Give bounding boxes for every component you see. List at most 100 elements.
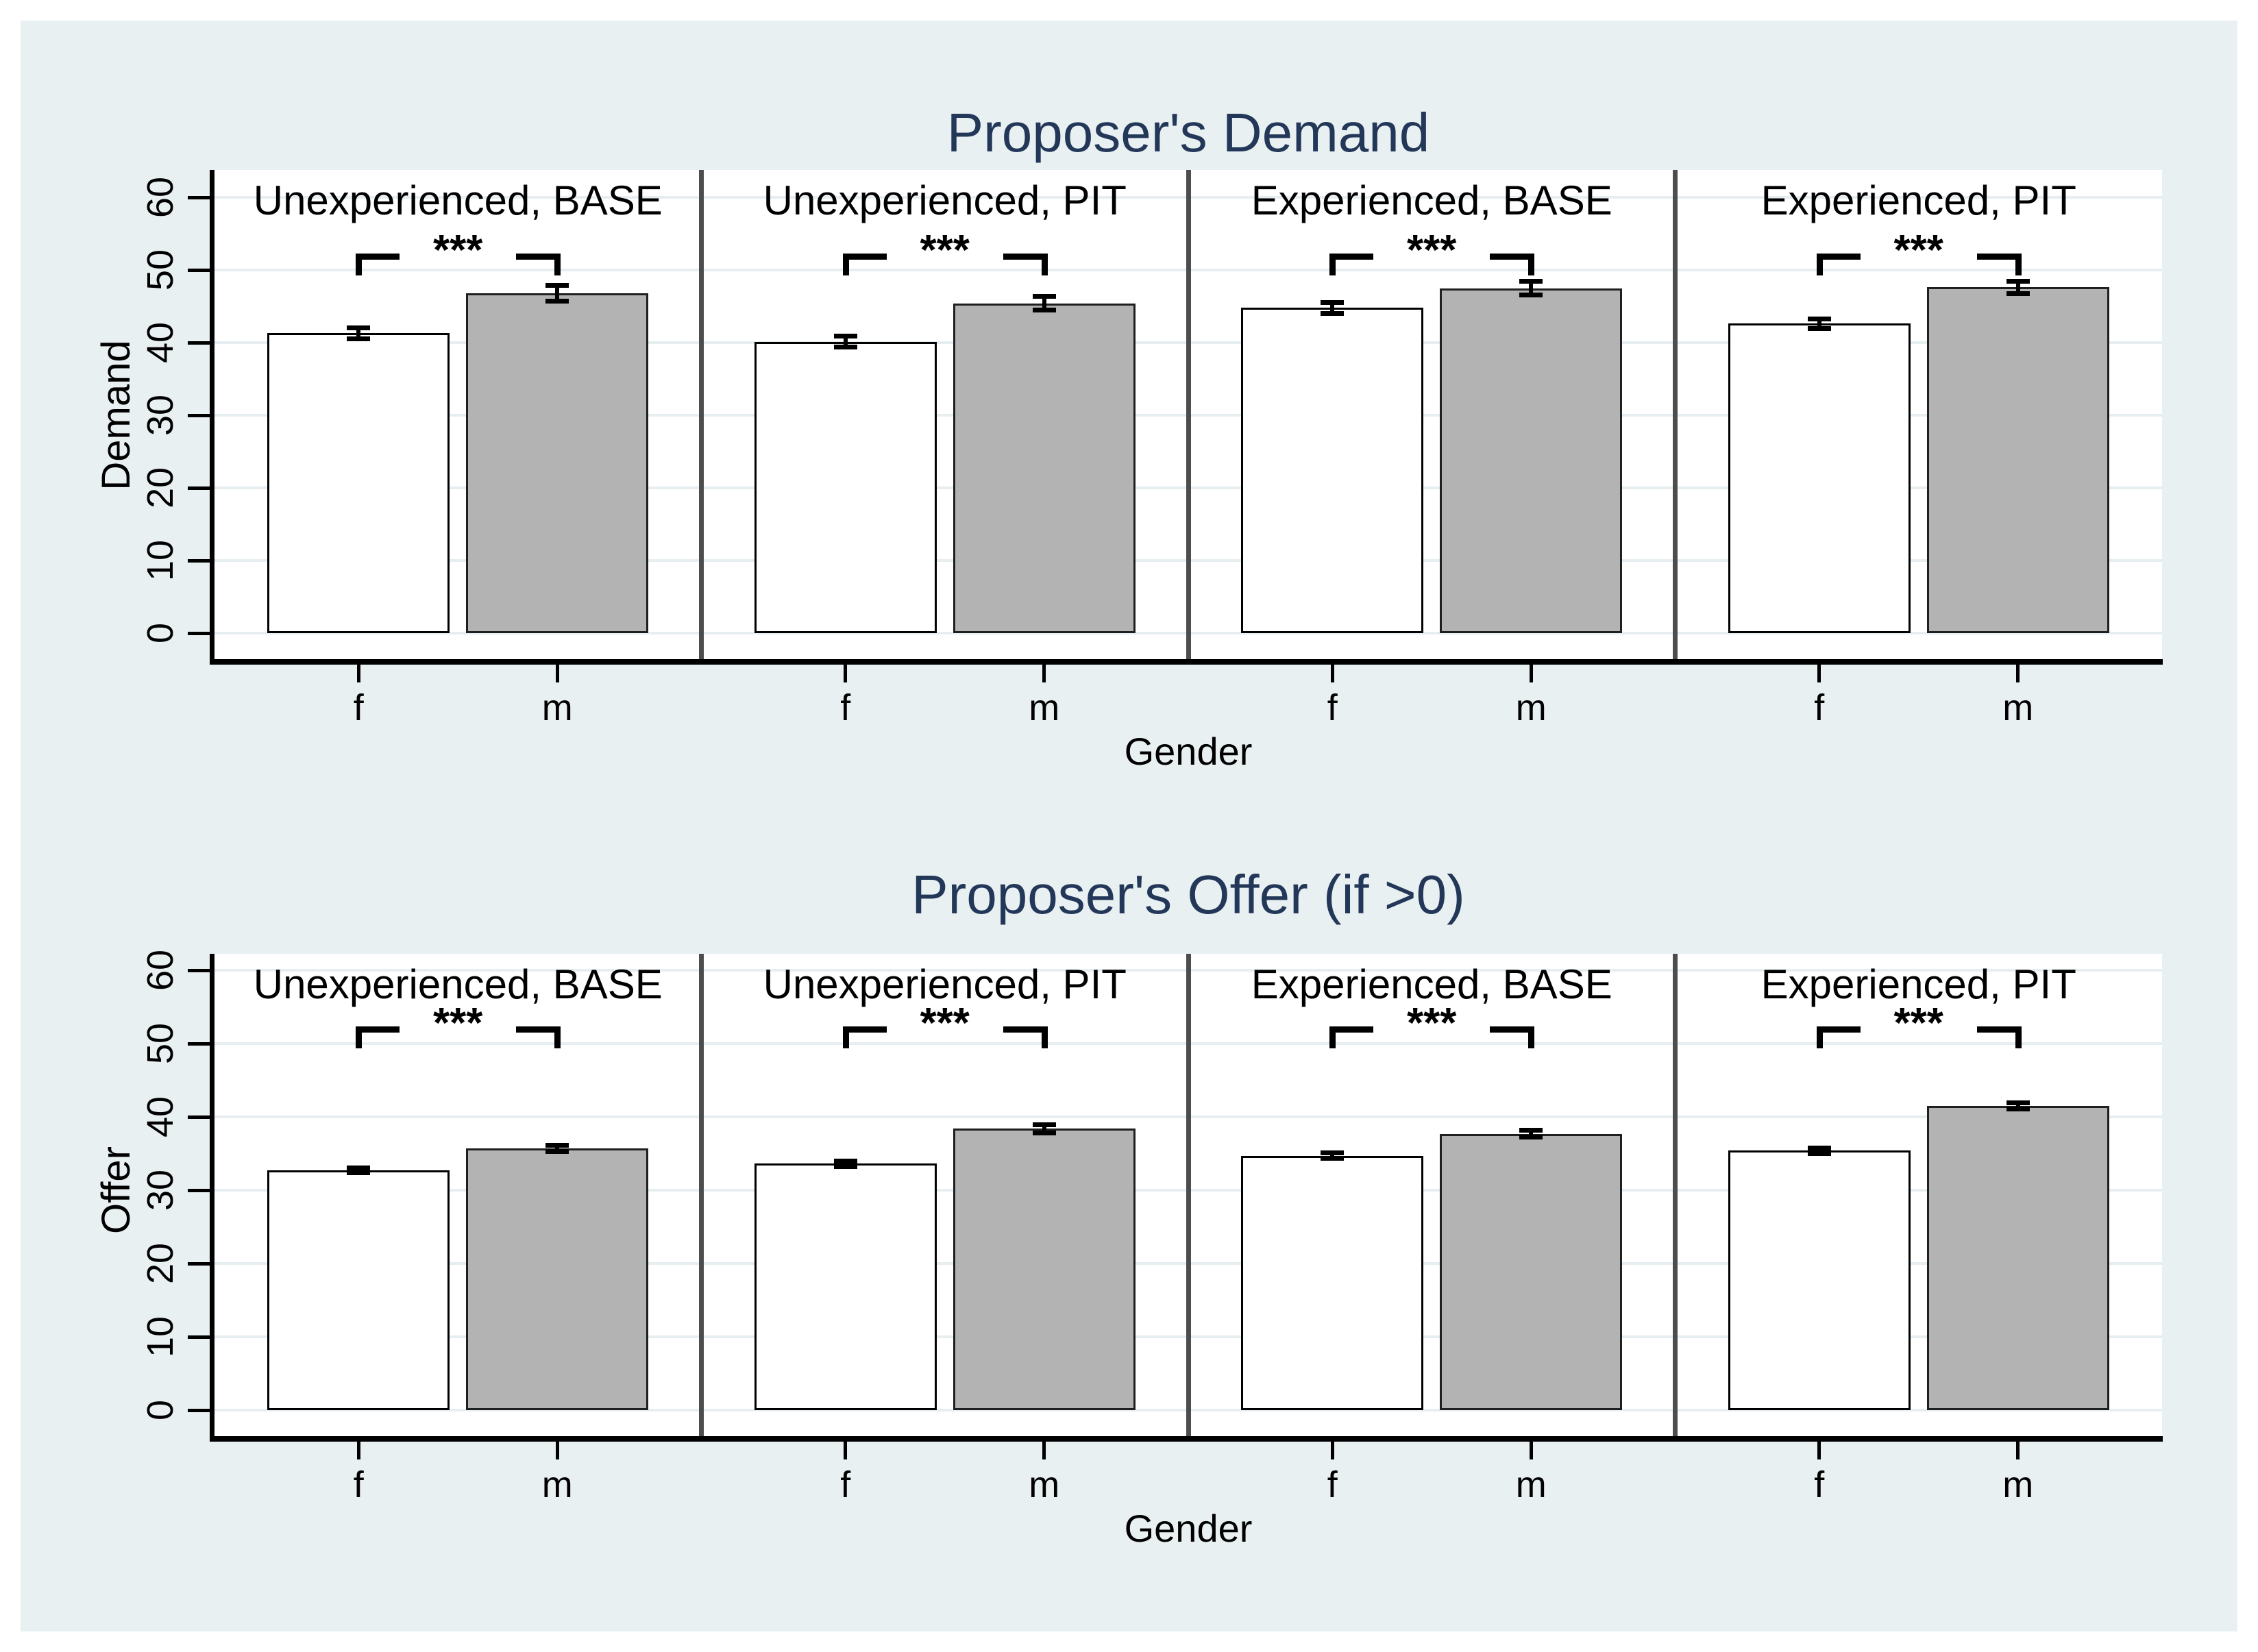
y-axis-tick-10 xyxy=(188,1335,210,1339)
x-tick-label-f: f xyxy=(1814,1464,1825,1505)
y-tick-label-60: 60 xyxy=(140,949,181,991)
error-bar-line xyxy=(1330,301,1335,314)
x-axis-tick-f xyxy=(1817,1441,1821,1459)
error-bar-cap-bottom xyxy=(545,298,569,304)
bar-m xyxy=(466,1148,649,1410)
sig-bracket-left xyxy=(1816,253,1861,260)
sig-bracket-arm-right xyxy=(1041,1026,1048,1049)
x-tick-label-m: m xyxy=(2002,1464,2034,1505)
error-bar-cap-bottom xyxy=(833,1163,857,1169)
bar-m xyxy=(1926,287,2109,633)
error-bar-line xyxy=(1817,1147,1821,1154)
x-axis-line xyxy=(210,1436,2163,1442)
error-bar-cap-bottom xyxy=(1519,293,1543,298)
error-bar-line xyxy=(1817,319,1821,329)
error-bar-line xyxy=(1330,1152,1335,1159)
panel-divider xyxy=(1673,170,1678,659)
sig-bracket-arm-right xyxy=(2015,1026,2022,1049)
panel-header: Experienced, BASE xyxy=(1251,177,1612,223)
sig-bracket-left xyxy=(356,253,400,260)
y-tick-label-30: 30 xyxy=(140,1169,181,1211)
x-axis-tick-m xyxy=(555,1441,559,1459)
panel-header: Unexperienced, PIT xyxy=(763,177,1127,223)
sig-bracket-arm-right xyxy=(1528,1026,1535,1049)
plot-area-offer: 0 10 20 30 40 50 60 Unexperienced, BASE *** f m Une… xyxy=(140,950,2163,1505)
bar-f xyxy=(267,1170,450,1410)
error-bar-line xyxy=(555,1144,560,1152)
bar-m xyxy=(953,303,1136,633)
bar-m xyxy=(1440,288,1623,633)
y-tick-label-10: 10 xyxy=(140,1316,181,1358)
error-bar-line xyxy=(843,1161,848,1167)
bar-f xyxy=(754,341,937,633)
x-axis-tick-m xyxy=(2016,664,2020,682)
significance-stars: *** xyxy=(920,1000,970,1048)
y-axis-title-demand: Demand xyxy=(94,340,138,491)
sig-bracket-left xyxy=(356,1026,400,1033)
x-tick-label-m: m xyxy=(1515,1464,1547,1505)
error-bar-cap-top xyxy=(2006,278,2030,284)
sig-bracket-right xyxy=(516,253,561,260)
x-tick-label-m: m xyxy=(541,1464,573,1505)
x-axis-tick-m xyxy=(2016,1441,2020,1459)
y-tick-label-60: 60 xyxy=(140,176,181,219)
x-tick-label-m: m xyxy=(541,687,573,728)
x-axis-tick-m xyxy=(1529,1441,1533,1459)
sig-bracket-left xyxy=(1329,253,1374,260)
significance-stars: *** xyxy=(1407,1000,1457,1048)
x-tick-label-f: f xyxy=(840,1464,851,1505)
error-bar-line xyxy=(1042,296,1046,311)
panel-divider xyxy=(1186,954,1191,1436)
bar-f xyxy=(1728,1150,1911,1410)
panel-divider xyxy=(699,954,704,1436)
y-tick-label-40: 40 xyxy=(140,1096,181,1138)
y-axis-title-offer: Offer xyxy=(94,1146,138,1234)
sig-bracket-arm-left xyxy=(842,253,849,275)
panel-divider xyxy=(1186,170,1191,659)
error-bar-cap-top xyxy=(347,325,371,330)
sig-bracket-arm-left xyxy=(356,253,363,275)
significance-stars: *** xyxy=(1407,226,1457,274)
x-axis-tick-f xyxy=(1330,664,1334,682)
x-axis-title-demand: Gender xyxy=(1124,730,1253,773)
significance-stars: *** xyxy=(433,226,483,274)
panel-header: Unexperienced, BASE xyxy=(253,177,663,223)
significance-stars: *** xyxy=(1893,226,1943,274)
error-bar-cap-bottom xyxy=(347,1170,371,1176)
y-axis-line xyxy=(210,954,214,1442)
error-bar-line xyxy=(356,327,361,339)
x-tick-label-f: f xyxy=(1814,687,1825,728)
x-tick-label-f: f xyxy=(353,687,364,728)
significance-stars: *** xyxy=(433,1000,483,1048)
error-bar-cap-bottom xyxy=(545,1149,569,1155)
y-tick-label-20: 20 xyxy=(140,467,181,509)
panel-header: Unexperienced, BASE xyxy=(253,961,663,1007)
error-bar-cap-top xyxy=(833,1159,857,1164)
y-axis-line xyxy=(210,170,214,665)
sig-bracket-left xyxy=(842,253,887,260)
error-bar-cap-bottom xyxy=(2006,1107,2030,1112)
chart-title-offer: Proposer's Offer (if >0) xyxy=(911,864,1465,925)
error-bar-line xyxy=(555,285,560,301)
significance-stars: *** xyxy=(920,226,970,274)
sig-bracket-left xyxy=(1329,1026,1374,1033)
error-bar-cap-top xyxy=(1321,299,1345,305)
error-bar-cap-top xyxy=(2006,1100,2030,1105)
y-tick-label-0: 0 xyxy=(140,622,181,644)
error-bar-cap-top xyxy=(545,283,569,288)
y-axis-tick-20 xyxy=(188,486,210,490)
x-axis-tick-m xyxy=(1529,664,1533,682)
bar-f xyxy=(754,1163,937,1410)
error-bar-line xyxy=(2015,280,2020,294)
sig-bracket-arm-right xyxy=(1528,253,1535,275)
x-tick-label-m: m xyxy=(1029,687,1060,728)
x-axis-tick-f xyxy=(844,1441,848,1459)
x-axis-tick-m xyxy=(1042,1441,1046,1459)
sig-bracket-left xyxy=(842,1026,887,1033)
y-axis-tick-40 xyxy=(188,1115,210,1119)
bar-f xyxy=(267,333,450,633)
significance-stars: *** xyxy=(1893,1000,1943,1048)
error-bar-cap-bottom xyxy=(1807,325,1831,331)
sig-bracket-arm-left xyxy=(1816,1026,1823,1049)
sig-bracket-right xyxy=(1003,1026,1047,1033)
